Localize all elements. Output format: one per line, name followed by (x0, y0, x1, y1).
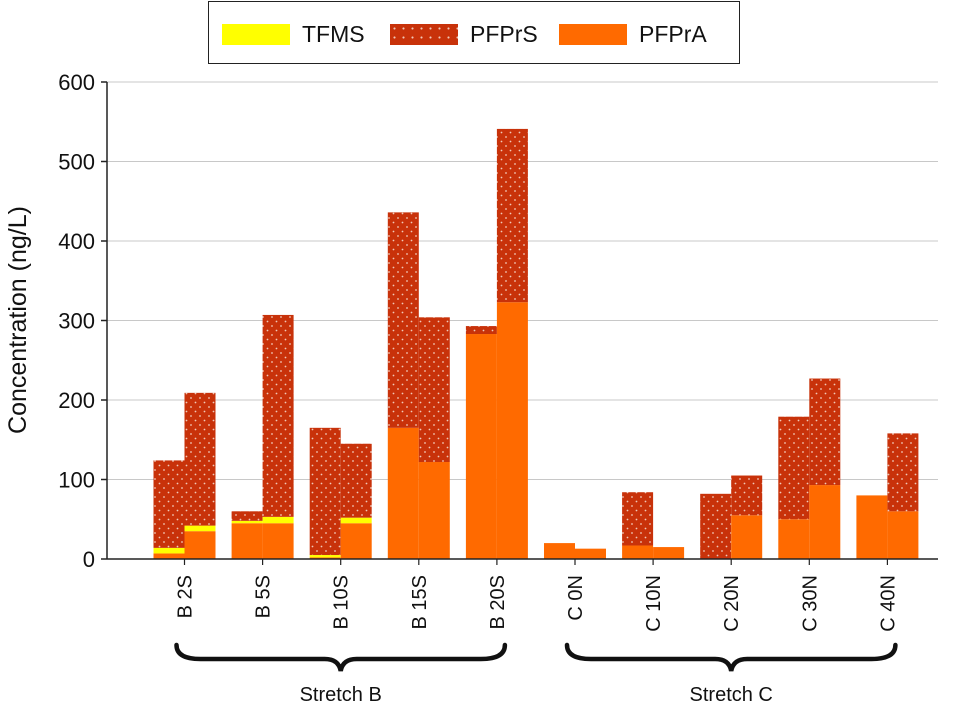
bar-segment-pfprs (231, 511, 263, 521)
bar-segment-tfms (153, 547, 185, 554)
bar-segment-pfpra (731, 515, 763, 559)
y-tick-label: 400 (58, 229, 95, 254)
group-brace (564, 642, 898, 672)
bar-segment-pfpra (418, 462, 450, 559)
bar-segment-pfprs (418, 317, 450, 463)
bar-segment-tfms (340, 517, 372, 524)
bar-segment-tfms (309, 555, 341, 558)
x-category-label: B 15S (409, 575, 431, 629)
bar-segment-pfprs (809, 378, 841, 486)
bar-segment-tfms (262, 516, 294, 524)
y-tick-label: 0 (83, 547, 95, 572)
bar-segment-pfpra (387, 427, 419, 559)
bar-segment-pfprs (887, 433, 919, 512)
group-label: Stretch B (300, 684, 382, 706)
bar-segment-tfms (184, 525, 216, 532)
group-brace (174, 642, 508, 672)
x-category-label: C 40N (877, 575, 899, 632)
bar-segment-pfprs (465, 326, 497, 335)
bar-segment-tfms (231, 520, 263, 524)
bar-segment-pfpra (496, 302, 528, 559)
legend-swatch-tfms (222, 24, 290, 45)
bar-segment-pfpra (544, 543, 575, 559)
bar-segment-pfprs (387, 212, 419, 428)
labels: 0 100 200 300 400 500 600 B 2S B 5S B 10S B 15S B 2… (58, 70, 899, 706)
y-tick-label: 200 (58, 388, 95, 413)
bar-segment-pfpra (465, 334, 497, 559)
bar-segment-pfpra (153, 553, 185, 559)
bar-segment-pfpra (231, 523, 263, 559)
x-category-label: C 0N (565, 575, 587, 621)
bar-segment-pfpra (340, 523, 372, 559)
bar-segment-pfpra (809, 485, 841, 559)
x-category-label: C 20N (721, 575, 743, 632)
bar-segment-pfprs (496, 128, 528, 303)
x-category-label: B 20S (487, 575, 509, 629)
bar-segment-pfpra (653, 547, 685, 559)
bar-segment-pfprs (340, 443, 372, 518)
bar-segment-pfpra (856, 495, 888, 559)
bars (153, 128, 919, 559)
bar-segment-pfprs (184, 392, 216, 526)
y-axis-title: Concentration (ng/L) (4, 206, 32, 434)
bar-segment-pfpra (262, 523, 294, 559)
bar-segment-pfpra (778, 519, 810, 559)
legend-label-pfprs: PFPrS (470, 21, 538, 47)
bar-segment-pfprs (262, 314, 294, 517)
x-category-label: B 10S (331, 575, 353, 629)
x-category-label: B 5S (253, 575, 275, 618)
legend-swatch-pfprs (390, 24, 458, 45)
y-tick-label: 600 (58, 70, 95, 95)
bar-segment-pfprs (731, 475, 763, 516)
bar-segment-pfpra (622, 545, 654, 559)
bar-segment-pfpra (887, 511, 919, 559)
bar-segment-pfpra (309, 557, 341, 559)
legend-label-tfms: TFMS (302, 21, 365, 47)
y-tick-label: 100 (58, 468, 95, 493)
bar-segment-pfprs (700, 493, 732, 559)
axes (101, 81, 938, 565)
x-category-label: B 2S (175, 575, 197, 618)
legend-swatch-pfpra (559, 24, 627, 45)
bar-segment-pfpra (575, 548, 606, 559)
bar-segment-pfprs (309, 427, 341, 556)
bar-segment-pfprs (778, 416, 810, 520)
legend-label-pfpra: PFPrA (639, 21, 707, 47)
bar-segment-pfprs (153, 460, 185, 548)
bar-segment-pfpra (184, 531, 216, 559)
bar-segment-pfprs (622, 492, 654, 546)
legend: TFMS PFPrS PFPrA (208, 1, 740, 64)
y-tick-label: 300 (58, 309, 95, 334)
x-category-label: C 10N (643, 575, 665, 632)
group-label: Stretch C (690, 684, 773, 706)
y-tick-label: 500 (58, 150, 95, 175)
x-category-label: C 30N (799, 575, 821, 632)
